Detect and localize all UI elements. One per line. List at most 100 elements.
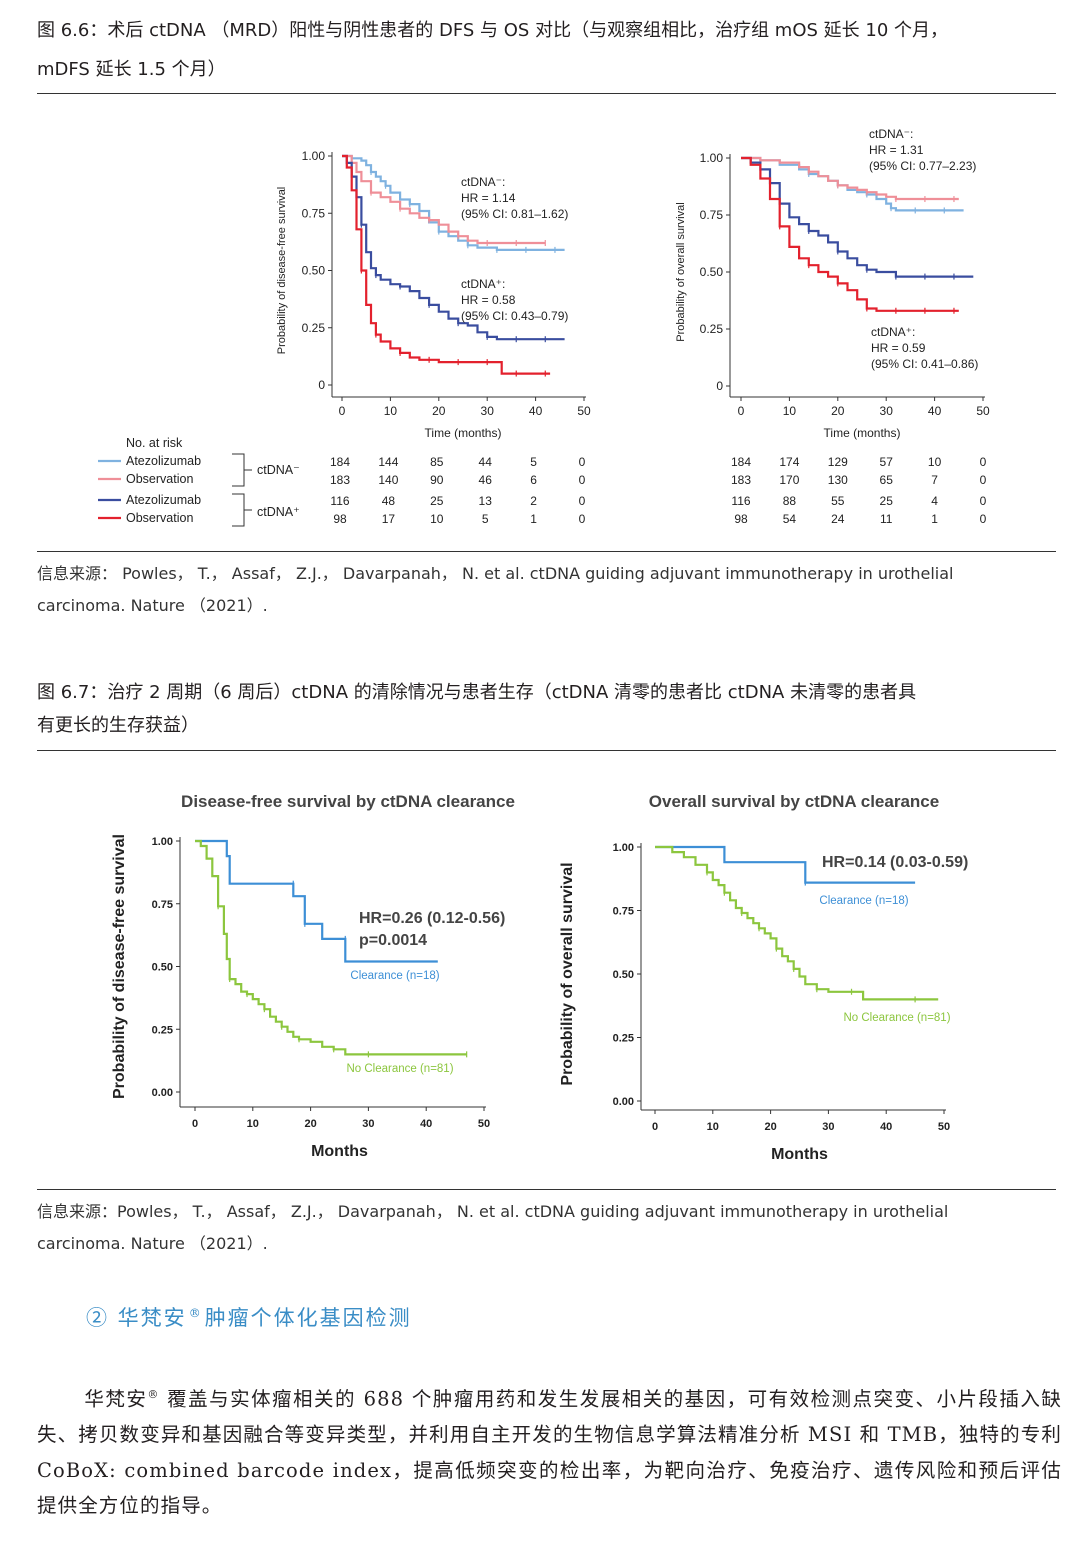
divider — [37, 93, 1056, 94]
hr-annotation: HR=0.26 (0.12-0.56) — [359, 910, 505, 927]
risk-count: 0 — [579, 494, 586, 508]
figure-6-6-source: 信息来源： Powles， T.， Assaf， Z.J.， Davarpana… — [37, 558, 1037, 622]
figure-6-7: 0.00 0.25 0.50 0.75 1.00 0 10 20 30 40 50 Months Pro… — [0, 770, 1080, 1180]
risk-count: 1 — [931, 512, 938, 526]
risk-count: 85 — [430, 455, 444, 469]
risk-count: 25 — [880, 494, 894, 508]
figure-6-7-source: 信息来源：Powles， T.， Assaf， Z.J.， Davarpanah… — [37, 1196, 1037, 1260]
risk-count: 184 — [330, 455, 350, 469]
risk-count: 98 — [734, 512, 748, 526]
chart-title: Disease-free survival by ctDNA clearance — [181, 792, 515, 811]
y-tick-label: 0 — [716, 379, 723, 393]
x-axis-label: Months — [771, 1146, 828, 1163]
risk-count: 140 — [378, 473, 398, 487]
risk-count: 183 — [330, 473, 350, 487]
risk-count: 24 — [831, 512, 845, 526]
y-tick-label: 0.00 — [613, 1096, 634, 1108]
risk-count: 184 — [731, 455, 751, 469]
y-tick-label: 1.00 — [613, 842, 634, 854]
risk-count: 98 — [333, 512, 347, 526]
risk-count: 10 — [928, 455, 942, 469]
dfs_clear-chart: 0.00 0.25 0.50 0.75 1.00 0 10 20 30 40 50 Months Pro… — [111, 792, 515, 1160]
x-tick-label: 50 — [478, 1118, 490, 1130]
section-heading-prefix: ② 华梵安 — [86, 1306, 187, 1330]
y-tick-label: 0.75 — [152, 899, 173, 911]
risk-count: 25 — [430, 494, 444, 508]
risk-count: 2 — [530, 494, 537, 508]
y-axis-label: Probability of disease-free survival — [111, 834, 128, 1099]
section-heading-suffix: 肿瘤个体化基因检测 — [204, 1306, 412, 1330]
x-tick-label: 20 — [432, 404, 446, 418]
hr-annotation: HR = 1.14 — [461, 191, 516, 205]
y-tick-label: 0.25 — [700, 322, 724, 336]
x-tick-label: 40 — [420, 1118, 432, 1130]
risk-count: 0 — [579, 473, 586, 487]
group-label: ctDNA⁻ — [257, 463, 300, 477]
y-axis-label: Probability of disease-free survival — [276, 187, 288, 355]
series-line — [342, 154, 565, 251]
risk-table-header: No. at risk — [126, 436, 183, 450]
divider — [37, 1189, 1056, 1190]
series-line — [741, 156, 959, 201]
risk-count: 4 — [931, 494, 938, 508]
group-bracket — [232, 453, 245, 487]
divider — [37, 551, 1056, 552]
y-axis-label: Probability of overall survival — [559, 862, 576, 1085]
hr-annotation: ctDNA⁻: — [461, 175, 505, 189]
hr-annotation: ctDNA⁺: — [461, 277, 505, 291]
x-tick-label: 0 — [192, 1118, 198, 1130]
risk-count: 116 — [731, 494, 750, 508]
group-bracket — [232, 493, 245, 527]
x-axis-label: Time (months) — [425, 426, 502, 440]
y-tick-label: 0.25 — [302, 321, 326, 335]
series-label: No Clearance (n=81) — [346, 1063, 453, 1075]
risk-count: 7 — [931, 473, 938, 487]
risk-count: 48 — [382, 494, 396, 508]
series-line — [195, 839, 438, 963]
hr-annotation: HR = 0.58 — [461, 293, 516, 307]
hr-annotation: ctDNA⁻: — [869, 127, 913, 141]
risk-count: 116 — [330, 494, 349, 508]
x-tick-label: 20 — [764, 1121, 776, 1133]
y-axis-label: Probability of overall survival — [675, 202, 687, 341]
x-tick-label: 0 — [738, 404, 745, 418]
risk-count: 144 — [378, 455, 398, 469]
source-line: 信息来源： Powles， T.， Assaf， Z.J.， Davarpana… — [37, 564, 954, 583]
risk-count: 10 — [430, 512, 444, 526]
series-line — [342, 154, 546, 245]
registered-mark: ® — [147, 1388, 160, 1401]
hr-annotation: (95% CI: 0.41–0.86) — [871, 357, 978, 371]
caption-line: 图 6.7：治疗 2 周期（6 周后）ctDNA 的清除情况与患者生存（ctDN… — [37, 682, 917, 703]
risk-count: 44 — [479, 455, 493, 469]
figure-6-7-caption: 图 6.7：治疗 2 周期（6 周后）ctDNA 的清除情况与患者生存（ctDN… — [37, 676, 1057, 742]
legend-label: Observation — [126, 511, 193, 525]
x-tick-label: 10 — [783, 404, 797, 418]
x-tick-label: 30 — [362, 1118, 374, 1130]
hr-annotation: HR = 0.59 — [871, 341, 926, 355]
y-tick-label: 0 — [318, 378, 325, 392]
x-axis-label: Time (months) — [824, 426, 901, 440]
risk-count: 130 — [828, 473, 848, 487]
x-tick-label: 50 — [577, 404, 591, 418]
risk-count: 65 — [880, 473, 894, 487]
hr-annotation: HR = 1.31 — [869, 143, 924, 157]
hr-annotation: (95% CI: 0.77–2.23) — [869, 159, 976, 173]
risk-count: 0 — [980, 494, 987, 508]
risk-count: 0 — [579, 512, 586, 526]
series-label: No Clearance (n=81) — [843, 1012, 950, 1024]
source-line: carcinoma. Nature （2021）. — [37, 596, 268, 615]
y-tick-label: 0.50 — [152, 962, 173, 974]
x-tick-label: 30 — [481, 404, 495, 418]
risk-count: 88 — [783, 494, 797, 508]
os-chart: 0 0.25 0.50 0.75 1.00 0 10 20 30 40 50 Time (months… — [675, 127, 990, 440]
risk-count: 170 — [779, 473, 799, 487]
risk-count: 1 — [530, 512, 537, 526]
risk-count: 6 — [530, 473, 537, 487]
risk-count: 57 — [880, 455, 894, 469]
figure-6-6: 0 0.25 0.50 0.75 1.00 0 10 20 30 40 50 Time (months… — [0, 100, 1080, 545]
source-line: carcinoma. Nature （2021）. — [37, 1234, 268, 1253]
x-tick-label: 10 — [384, 404, 398, 418]
risk-count: 5 — [482, 512, 489, 526]
y-tick-label: 1.00 — [152, 836, 173, 848]
